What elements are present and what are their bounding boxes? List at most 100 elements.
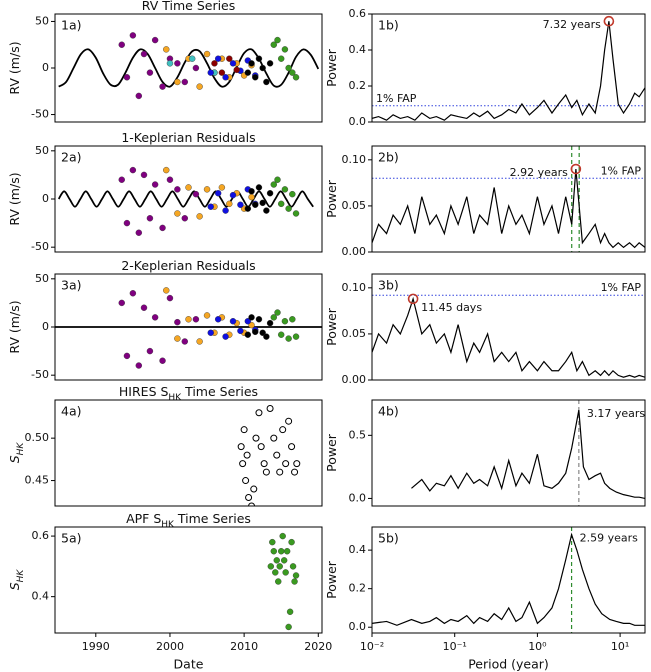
panel-label: 5a): [61, 531, 82, 546]
data-point: [289, 190, 296, 198]
data-point: [196, 213, 203, 220]
y-tick-label: 0: [42, 320, 49, 333]
peak-label: 2.59 years: [580, 532, 639, 545]
peak-marker: [603, 15, 615, 27]
data-point: [267, 563, 275, 570]
y-axis-label: RV (m/s): [7, 300, 22, 353]
data-point: [289, 563, 297, 570]
y-tick-label: 0.10: [342, 153, 367, 166]
data-point: [263, 207, 270, 214]
data-point: [239, 460, 247, 468]
data-point: [146, 215, 154, 222]
y-axis-label: Power: [324, 560, 339, 599]
data-point: [260, 460, 268, 468]
y-axis-label: RV (m/s): [7, 41, 22, 94]
panel-label: 4a): [61, 404, 82, 419]
data-point: [174, 186, 181, 193]
plot-area: [372, 527, 645, 633]
data-point: [276, 563, 283, 570]
y-tick-label: 0.6: [32, 529, 50, 542]
y-axis-label-part: HK: [16, 569, 26, 583]
data-point: [174, 210, 181, 217]
y-tick-label: 0.00: [342, 245, 367, 258]
data-point: [166, 176, 174, 183]
data-point: [245, 494, 253, 502]
y-axis-label-part: RV (m/s): [7, 172, 22, 225]
panel-title: APF SHK Time Series: [126, 511, 251, 530]
data-point: [279, 426, 287, 434]
data-point: [174, 60, 181, 67]
data-point: [281, 46, 289, 53]
data-point: [273, 557, 280, 564]
y-axis-label-part: Power: [324, 560, 339, 599]
data-point: [262, 468, 270, 476]
y-axis-label-part: RV (m/s): [7, 300, 22, 353]
data-point: [252, 74, 259, 81]
data-point: [263, 333, 270, 340]
data-point: [289, 69, 296, 76]
axes-frame: [371, 273, 646, 381]
data-point: [291, 468, 299, 476]
data-point: [289, 316, 296, 323]
model-curve: [57, 190, 314, 208]
data-point: [259, 329, 266, 336]
fap-label: 1% FAP: [601, 281, 642, 294]
panel-label: 2b): [378, 150, 399, 165]
data-point: [211, 60, 218, 67]
data-point: [288, 538, 295, 546]
data-point: [174, 318, 181, 326]
peak-label: 11.45 days: [421, 301, 482, 314]
data-point: [129, 290, 137, 297]
periodogram: [372, 532, 645, 626]
data-point: [135, 362, 143, 369]
y-tick-label: -50: [31, 240, 49, 253]
data-point: [196, 338, 203, 345]
data-point: [270, 41, 277, 48]
panel-title: HIRES SHK Time Series: [119, 384, 258, 403]
data-point: [257, 443, 265, 451]
y-tick-label: 0.4: [349, 543, 367, 556]
data-point: [252, 201, 259, 208]
data-point: [233, 66, 240, 74]
axes-frame: [371, 145, 646, 253]
data-point: [218, 184, 226, 191]
data-point: [270, 314, 277, 321]
data-point: [229, 60, 237, 67]
y-axis-label: Power: [324, 307, 339, 346]
peak-label: 7.32 years: [543, 18, 602, 31]
y-tick-label: -50: [31, 368, 49, 381]
x-tick-label: 10⁻²: [360, 640, 384, 653]
y-tick-label: 50: [35, 144, 49, 157]
data-point: [285, 623, 292, 631]
data-point: [226, 55, 233, 62]
data-point: [214, 316, 222, 323]
data-point: [151, 36, 159, 44]
data-point: [282, 569, 289, 576]
data-point: [146, 347, 154, 355]
data-point: [272, 569, 279, 576]
data-point: [281, 318, 289, 325]
panel-label: 4b): [378, 404, 399, 419]
panel: Power 0.0 0.5 3.17 years 4b): [324, 399, 646, 507]
panel-label: 3b): [378, 278, 399, 293]
data-point: [244, 69, 252, 76]
y-tick-label: 50: [35, 14, 49, 27]
data-point: [185, 316, 192, 323]
y-axis-label-part: Power: [324, 48, 339, 87]
y-axis-label-part: Power: [324, 433, 339, 472]
data-point: [248, 321, 255, 329]
data-point: [266, 190, 274, 197]
data-point: [222, 207, 229, 214]
data-point: [255, 55, 263, 62]
data-point: [140, 50, 148, 58]
y-axis-label-part: Power: [324, 307, 339, 346]
data-point: [163, 46, 170, 53]
y-tick-label: -50: [31, 108, 49, 121]
data-point: [192, 316, 200, 323]
plot-area: [372, 146, 645, 252]
panel: 2-Keplerian Residuals RV (m/s) -50 0 50 3a): [7, 258, 323, 381]
data-point: [192, 64, 200, 72]
data-point: [255, 409, 263, 417]
